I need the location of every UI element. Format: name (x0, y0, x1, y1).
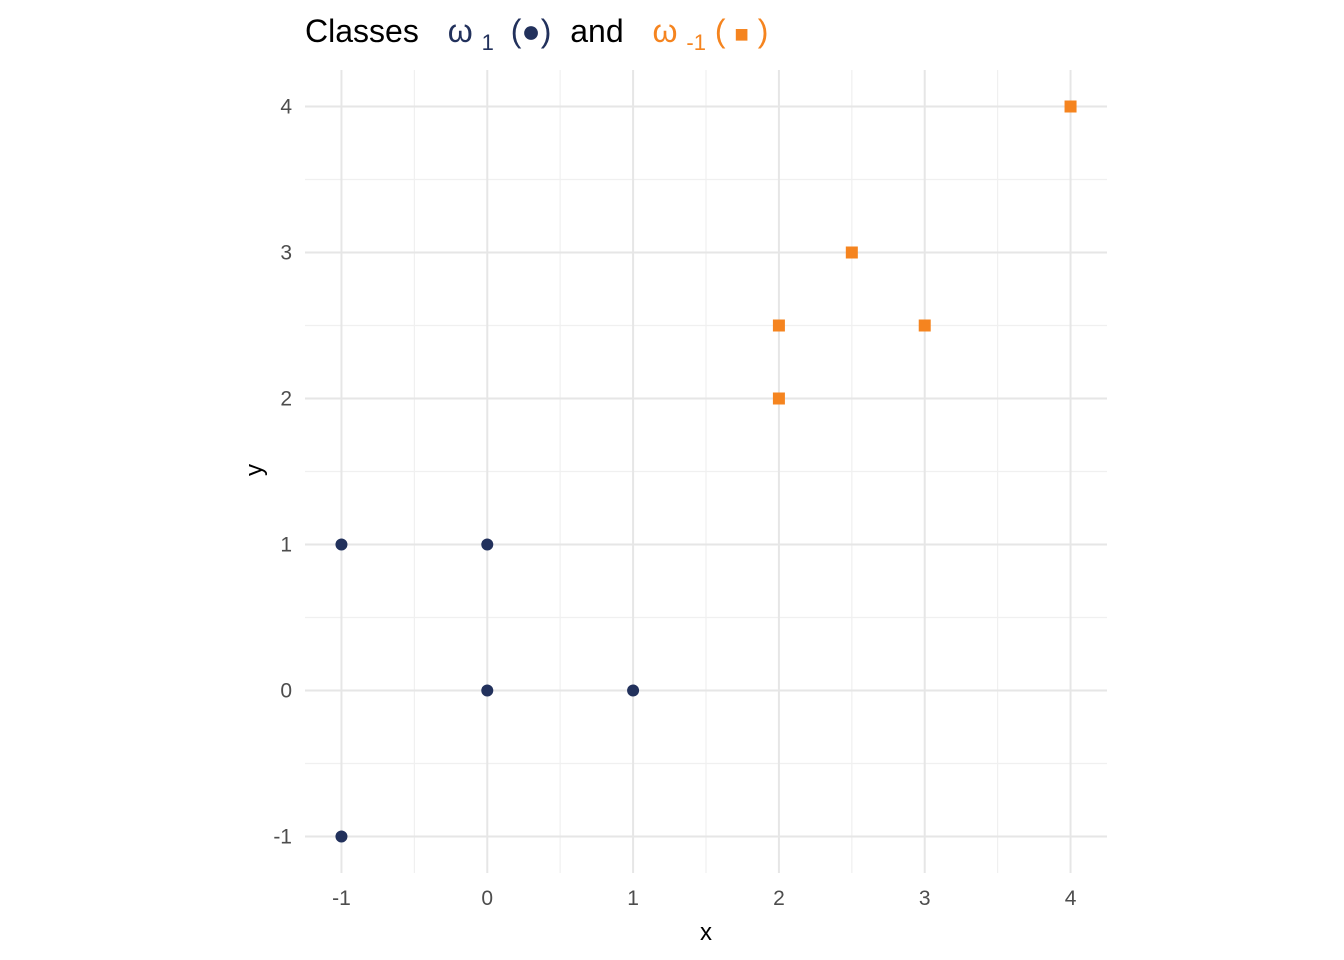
y-tick-label: -1 (273, 826, 292, 849)
chart-title: Classes ω 1 (●) and ω -1 ( ■ ) (305, 13, 768, 57)
data-points (335, 100, 1077, 843)
x-tick-label: 1 (627, 887, 639, 910)
y-tick-label: 3 (280, 242, 292, 265)
grid (305, 70, 1107, 873)
data-point-square (845, 246, 858, 259)
y-axis-label: y (241, 464, 268, 476)
data-point-circle (481, 684, 494, 697)
title-class1-marker: (●) (511, 13, 552, 49)
x-tick-label: 3 (919, 887, 931, 910)
title-connector: and (570, 13, 623, 49)
tick-labels: -1 0 1 2 3 4 -1 0 1 2 3 4 (273, 96, 1076, 911)
title-class1-subscript: 1 (482, 30, 494, 55)
title-prefix: Classes (305, 13, 419, 49)
x-tick-label: -1 (332, 887, 351, 910)
y-tick-label: 4 (280, 96, 292, 119)
data-point-circle (335, 538, 348, 551)
title-class1-symbol: ω (448, 13, 473, 49)
title-class2-symbol: ω (653, 13, 678, 49)
data-point-square (772, 392, 785, 405)
data-point-circle (335, 830, 348, 843)
title-class2-marker-open: ( (715, 13, 726, 49)
x-tick-label: 0 (481, 887, 493, 910)
x-tick-label: 4 (1065, 887, 1077, 910)
x-axis-label: x (700, 919, 712, 946)
data-point-square (772, 319, 785, 332)
title-class2-marker-square: ■ (734, 21, 749, 48)
data-point-square (918, 319, 931, 332)
title-class2-marker-close: ) (758, 13, 769, 49)
data-point-circle (627, 684, 640, 697)
y-tick-label: 0 (280, 680, 292, 703)
title-class2-subscript: -1 (686, 30, 706, 55)
y-tick-label: 2 (280, 388, 292, 411)
y-tick-label: 1 (280, 534, 292, 557)
data-point-circle (481, 538, 494, 551)
x-tick-label: 2 (773, 887, 785, 910)
data-point-square (1064, 100, 1077, 113)
